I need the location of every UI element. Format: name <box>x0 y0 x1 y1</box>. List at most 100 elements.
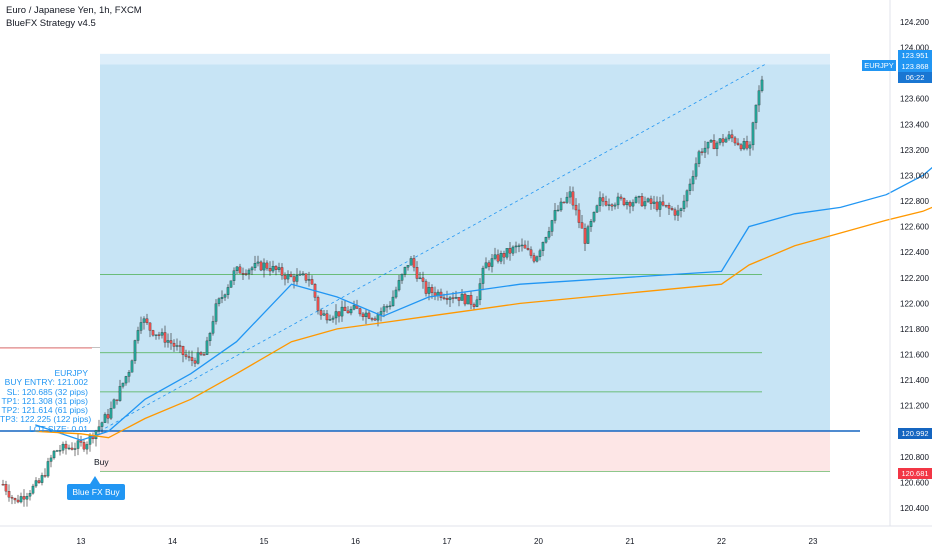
candle-body <box>115 399 119 401</box>
time-tick-label: 14 <box>168 537 177 546</box>
candle-body <box>496 254 500 262</box>
blue-fx-buy-button[interactable]: Blue FX Buy <box>67 484 125 500</box>
candle-body <box>631 202 635 207</box>
price-tick-label: 122.000 <box>900 299 929 308</box>
candle-body <box>520 244 524 247</box>
candle-body <box>184 354 188 357</box>
candle-body <box>640 196 644 207</box>
info-tp3: TP3: 122.225 (122 pips) <box>0 414 92 425</box>
candle-body <box>250 267 254 271</box>
candle-body <box>745 141 749 149</box>
candle-body <box>487 262 491 267</box>
candle-body <box>370 318 374 320</box>
info-tp2: TP2: 121.614 (61 pips) <box>1 405 88 416</box>
loss-zone <box>100 431 830 472</box>
candle-body <box>160 332 164 336</box>
price-tick-label: 121.200 <box>900 402 929 411</box>
candle-body <box>592 211 596 222</box>
candle-body <box>655 201 659 210</box>
candle-body <box>718 138 722 144</box>
candle-body <box>412 258 416 268</box>
candle-body <box>535 256 539 262</box>
candle-body <box>232 270 236 281</box>
candle-body <box>322 313 326 316</box>
candle-body <box>304 273 308 281</box>
candle-body <box>484 262 488 269</box>
trade-info-box: EURJPY BUY ENTRY: 121.002 SL: 120.685 (3… <box>0 368 92 434</box>
candle-body <box>172 342 176 347</box>
moving-average-2 <box>35 206 932 439</box>
candle-body <box>256 261 260 264</box>
candle-body <box>421 277 425 282</box>
candle-body <box>154 334 158 336</box>
candle-body <box>358 308 362 315</box>
chart-legend: Euro / Japanese Yen, 1h, FXCM BlueFX Str… <box>6 4 142 30</box>
candle-body <box>625 201 629 206</box>
candle-body <box>325 313 329 321</box>
candle-body <box>214 303 218 322</box>
candle-body <box>262 262 266 271</box>
info-lot: LOT SIZE: 0.01 <box>29 423 88 434</box>
countdown-tag: 06:22 <box>898 72 932 83</box>
candle-body <box>676 210 680 216</box>
candle-body <box>223 294 227 298</box>
candle-body <box>388 305 392 308</box>
price-tick-label: 124.000 <box>900 44 929 53</box>
candle-body <box>52 450 56 459</box>
candle-body <box>523 244 527 249</box>
candle-body <box>283 275 287 280</box>
time-tick-label: 15 <box>260 537 269 546</box>
candle-body <box>211 321 215 334</box>
candle-body <box>34 480 38 487</box>
candle-body <box>19 496 23 503</box>
candle-body <box>43 475 47 477</box>
candle-body <box>151 330 155 336</box>
candle-body <box>40 475 44 483</box>
candle-body <box>340 306 344 317</box>
candle-body <box>544 237 548 243</box>
info-symbol: EURJPY <box>54 368 88 378</box>
candle-body <box>118 386 122 401</box>
profit-zone <box>100 64 830 432</box>
candle-body <box>622 198 626 206</box>
candle-body <box>754 104 758 123</box>
candle-body <box>265 262 269 269</box>
candle-body <box>235 266 239 271</box>
candle-body <box>331 317 335 320</box>
candle-body <box>142 318 146 323</box>
candle-body <box>67 447 71 450</box>
candle-body <box>292 276 296 282</box>
candle-body <box>634 197 638 203</box>
candle-body <box>427 287 431 294</box>
candle-body <box>445 298 449 300</box>
candle-body <box>658 201 662 210</box>
candle-body <box>193 360 197 364</box>
current-price-tag: 123.868 <box>898 61 932 72</box>
candle-body <box>397 280 401 291</box>
candle-body <box>229 280 233 288</box>
price-tick-label: 121.600 <box>900 351 929 360</box>
candle-body <box>559 201 563 211</box>
candle-body <box>343 306 347 312</box>
price-tick-label: 121.400 <box>900 376 929 385</box>
stop-price-tag: 120.681 <box>898 468 932 479</box>
moving-average-1 <box>35 166 932 441</box>
candle-body <box>424 281 428 294</box>
trend-dashed-line <box>99 64 766 432</box>
candle-body <box>637 196 641 198</box>
candle-body <box>715 142 719 150</box>
candle-body <box>400 274 404 281</box>
candle-body <box>460 293 464 301</box>
info-entry: BUY ENTRY: 121.002 <box>4 377 88 388</box>
price-tick-label: 122.400 <box>900 248 929 257</box>
candle-body <box>433 292 437 296</box>
candle-body <box>136 330 140 341</box>
candle-body <box>244 273 248 275</box>
price-tick-label: 120.800 <box>900 453 929 462</box>
candle-body <box>529 249 533 256</box>
candle-body <box>571 191 575 206</box>
price-tick-label: 122.200 <box>900 274 929 283</box>
candle-body <box>157 334 161 336</box>
